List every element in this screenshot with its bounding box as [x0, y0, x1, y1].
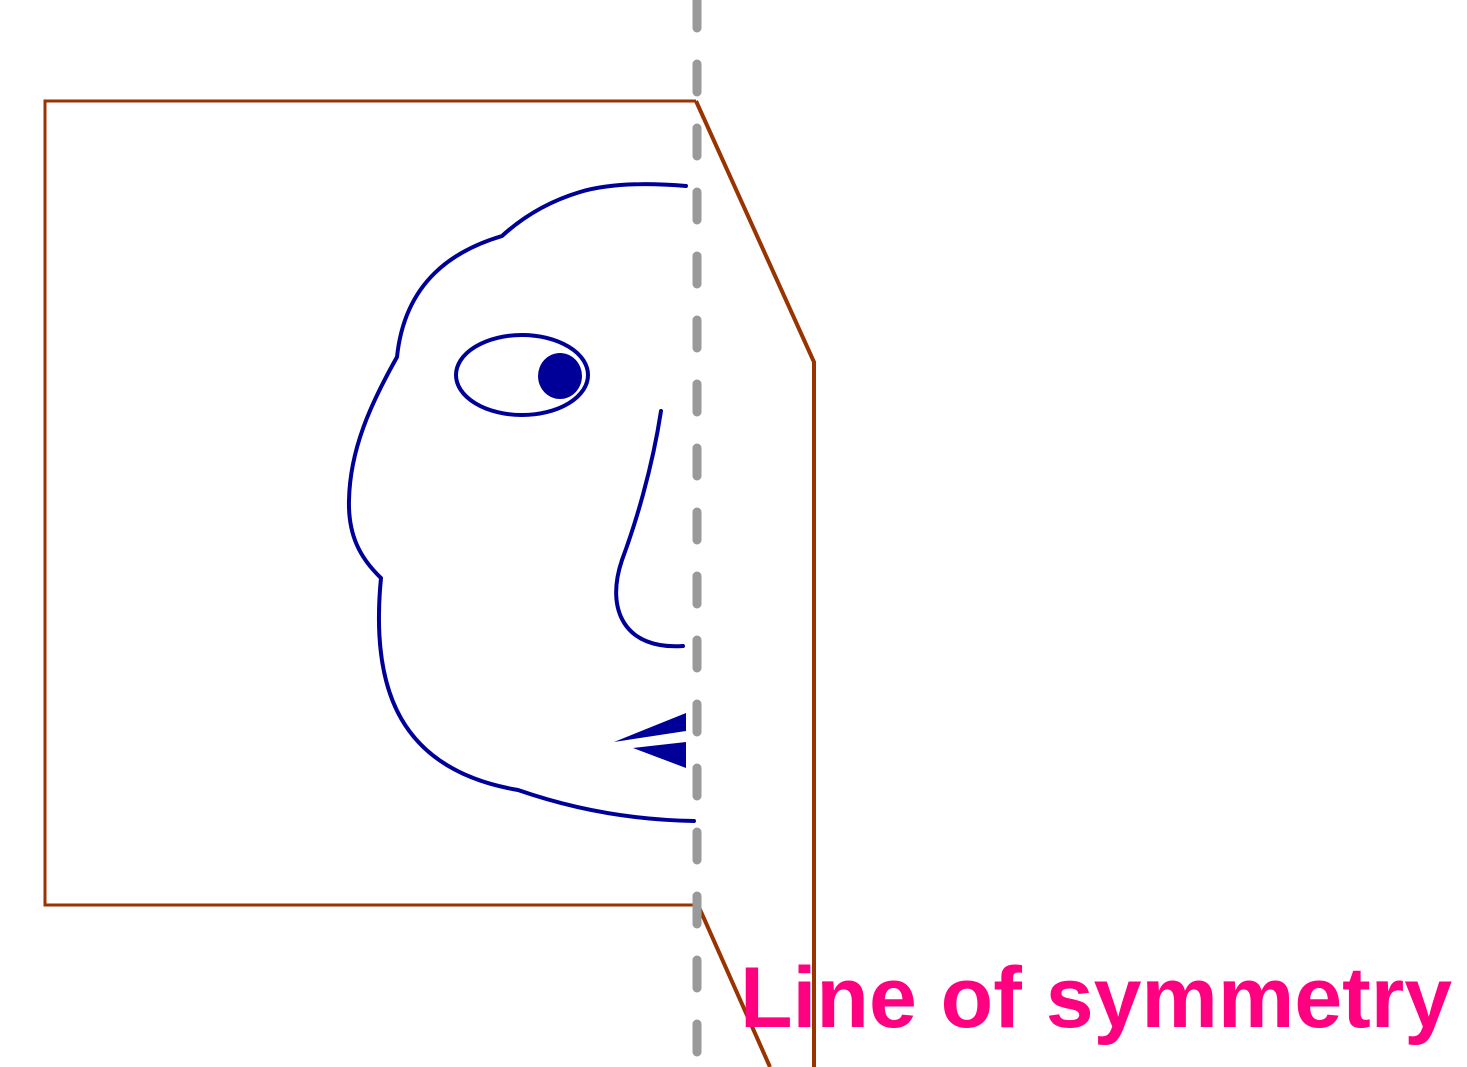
nose-line — [614, 409, 685, 649]
paper-flap — [694, 100, 816, 1067]
upper-lip — [614, 713, 686, 742]
face-outline — [346, 182, 696, 823]
eye-pupil — [538, 353, 582, 399]
half-face — [346, 182, 696, 823]
paper-outline — [43, 99, 816, 1067]
lips — [614, 713, 686, 768]
eye-outline — [454, 333, 590, 417]
lower-lip — [633, 742, 686, 768]
paper-rectangle — [43, 99, 696, 907]
paper-flap-bottom — [696, 904, 772, 1067]
symmetry-label: Line of symmetry — [740, 950, 1453, 1046]
